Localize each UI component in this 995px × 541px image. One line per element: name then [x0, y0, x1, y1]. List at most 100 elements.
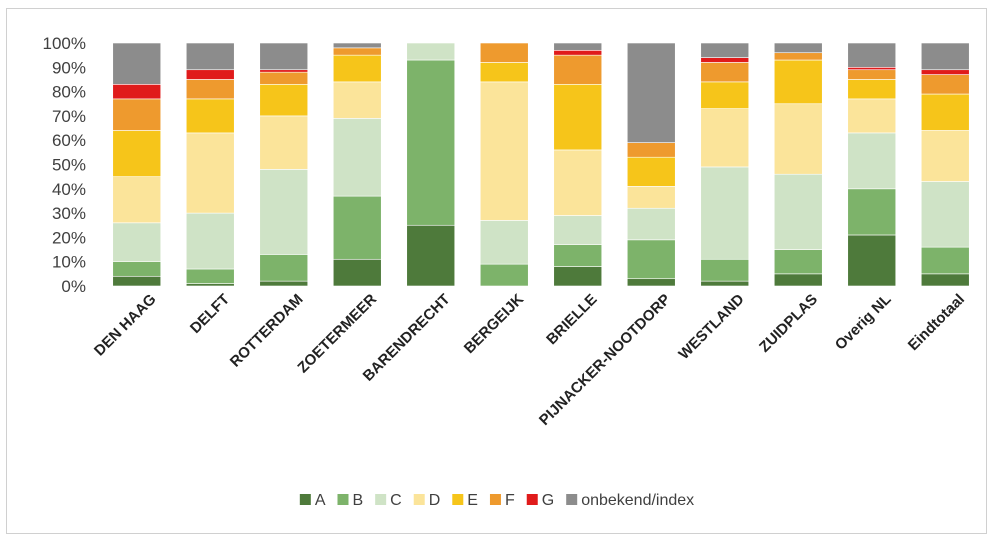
- bar-segment-e: [479, 62, 529, 83]
- bar-segment-c: [112, 222, 162, 263]
- legend-swatch: [566, 494, 578, 505]
- bar-segment-e: [847, 79, 897, 100]
- bar-segment-b: [406, 59, 456, 226]
- bar-segment-f: [847, 69, 897, 80]
- bar-segment-d: [332, 81, 382, 119]
- bar-segment-b: [332, 195, 382, 260]
- y-axis: 0% 10% 20% 30% 40% 50% 60% 70% 80% 90% 100%: [43, 34, 86, 296]
- x-category-label: PIJNACKER-NOOTDORP: [536, 291, 674, 429]
- bar-segment-d: [626, 186, 676, 209]
- y-tick-label: 0%: [61, 277, 86, 296]
- legend-item: G: [526, 492, 554, 509]
- bar-segment-e: [185, 98, 235, 134]
- y-tick-label: 70%: [52, 107, 86, 126]
- bar-segment-b: [626, 239, 676, 280]
- bar-segment-onbekend-index: [112, 42, 162, 85]
- bar-segment-onbekend-index: [773, 42, 823, 54]
- bar-segment-f: [112, 98, 162, 131]
- y-tick-label: 100%: [43, 34, 86, 53]
- legend-label: D: [429, 492, 441, 509]
- legend-label: onbekend/index: [581, 492, 694, 509]
- bar-stack: [259, 42, 309, 287]
- bar-segment-onbekend-index: [626, 42, 676, 143]
- legend-label: G: [542, 492, 554, 509]
- bar-segment-a: [553, 266, 603, 287]
- x-category-label: ROTTERDAM: [227, 291, 307, 371]
- legend-item: E: [452, 492, 478, 509]
- x-category-label: ZUIDPLAS: [756, 291, 821, 356]
- legend-item: C: [375, 492, 402, 509]
- bar-segment-g: [847, 67, 897, 71]
- x-category-label: DEN HAAG: [91, 291, 160, 360]
- bar-segment-b: [185, 268, 235, 284]
- bar-segment-d: [479, 81, 529, 221]
- bar-stack: [553, 42, 603, 287]
- legend-label: C: [390, 492, 402, 509]
- bar-segment-g: [112, 84, 162, 100]
- bar-stack: [479, 42, 529, 287]
- bar-segment-onbekend-index: [185, 42, 235, 71]
- x-category-label: BRIELLE: [543, 291, 600, 348]
- legend-label: B: [352, 492, 363, 509]
- bar-stack: [185, 42, 235, 287]
- legend-item: F: [489, 492, 515, 509]
- y-tick-label: 20%: [52, 228, 86, 247]
- bar-segment-a: [847, 234, 897, 287]
- bar-segment-a: [185, 283, 235, 287]
- y-tick-label: 10%: [52, 253, 86, 272]
- bar-segment-b: [773, 249, 823, 275]
- bar-segment-c: [920, 181, 970, 248]
- bar-segment-b: [553, 244, 603, 267]
- x-category-label: ZOETERMEER: [294, 291, 380, 377]
- bar-segment-a: [920, 273, 970, 287]
- bar-segment-a: [700, 280, 750, 287]
- bar-segment-f: [700, 62, 750, 83]
- bar-stack: [332, 42, 382, 287]
- bar-segment-f: [259, 71, 309, 85]
- bar-stack: [406, 42, 456, 287]
- legend-label: E: [467, 492, 478, 509]
- bar-segment-a: [406, 224, 456, 287]
- bar-segment-onbekend-index: [553, 42, 603, 51]
- bar-segment-c: [553, 215, 603, 245]
- bar-segment-g: [259, 69, 309, 73]
- bar-segment-g: [700, 57, 750, 63]
- bar-segment-e: [553, 84, 603, 151]
- x-category-label: BERGEIJK: [461, 291, 527, 357]
- y-tick-label: 80%: [52, 83, 86, 102]
- bar-segment-onbekend-index: [847, 42, 897, 68]
- legend-item: B: [337, 492, 363, 509]
- bar-segment-f: [773, 52, 823, 61]
- bar-segment-a: [773, 273, 823, 287]
- bar-segment-e: [259, 84, 309, 117]
- legend-label: A: [315, 492, 326, 509]
- bar-segment-e: [332, 54, 382, 83]
- bar-segment-g: [185, 69, 235, 80]
- legend-swatch: [375, 494, 387, 505]
- bar-segment-g: [920, 69, 970, 75]
- bar-segment-c: [700, 166, 750, 260]
- bar-segment-b: [479, 263, 529, 287]
- bar-segment-b: [847, 188, 897, 236]
- bar-segment-onbekend-index: [259, 42, 309, 71]
- legend-swatch: [526, 494, 538, 505]
- bar-segment-c: [185, 212, 235, 270]
- bar-segment-d: [700, 108, 750, 168]
- bar-segment-onbekend-index: [700, 42, 750, 58]
- bar-segment-d: [920, 130, 970, 182]
- x-category-label: DELFT: [187, 291, 233, 337]
- bar-segment-f: [920, 74, 970, 95]
- bar-segment-c: [259, 169, 309, 255]
- bar-segment-e: [626, 156, 676, 187]
- bar-segment-f: [553, 54, 603, 85]
- y-tick-label: 40%: [52, 180, 86, 199]
- bar-segment-a: [259, 280, 309, 287]
- bar-stack: [773, 42, 823, 287]
- legend-swatch: [337, 494, 349, 505]
- legend-swatch: [489, 494, 501, 505]
- bar-segment-b: [920, 246, 970, 275]
- bar-segment-e: [112, 130, 162, 177]
- bar-segment-g: [553, 49, 603, 56]
